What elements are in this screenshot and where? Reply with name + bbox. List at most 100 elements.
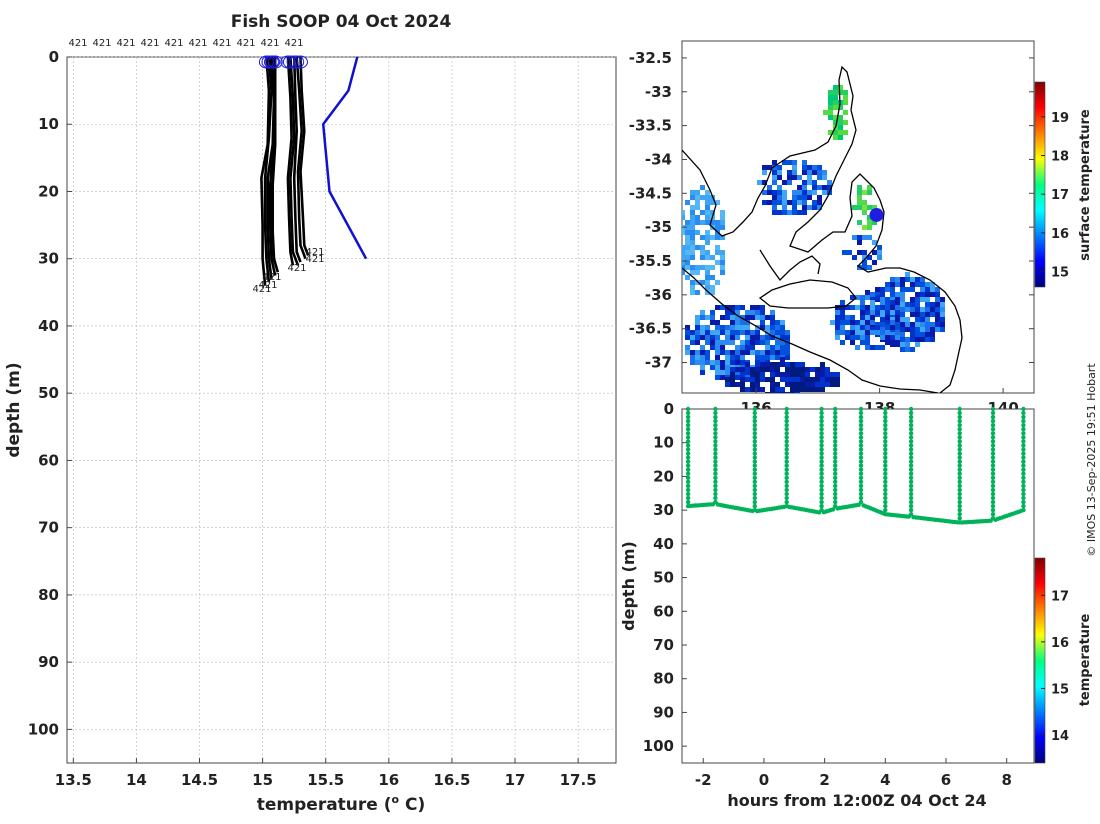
sst-pixel <box>740 320 745 325</box>
cast-point <box>908 459 914 464</box>
sst-pixel <box>867 185 872 190</box>
sst-pixel <box>740 377 745 382</box>
sst-pixel <box>860 330 865 335</box>
sst-pixel <box>705 285 710 290</box>
sst-pixel <box>720 305 725 310</box>
cast-point <box>883 463 888 468</box>
sst-pixel <box>910 332 915 337</box>
cast-point <box>713 439 718 444</box>
sst-pixel <box>895 322 900 327</box>
map-colorbar-ticks: 15 16 17 18 19 <box>1041 111 1069 281</box>
cast-point <box>990 471 996 476</box>
sst-pixel <box>900 277 905 282</box>
sst-pixel <box>755 315 760 320</box>
sst-pixel <box>710 310 715 315</box>
sst-pixel <box>730 377 735 382</box>
sst-pixel <box>915 327 920 332</box>
cast-point <box>858 435 864 440</box>
sst-pixel <box>710 285 715 290</box>
sst-pixel <box>862 210 867 215</box>
sst-pixel <box>802 165 807 170</box>
sst-pixel <box>765 345 770 350</box>
sst-pixel <box>865 295 870 300</box>
sst-pixel <box>780 387 785 392</box>
sst-pixel <box>705 335 710 340</box>
cast-point <box>752 410 757 416</box>
sst-pixel <box>862 190 867 195</box>
cast-point <box>752 503 757 509</box>
sst-pixel <box>815 367 820 372</box>
sst-pixel <box>885 330 890 335</box>
sst-pixel <box>695 340 700 345</box>
sst-pixel <box>935 307 940 312</box>
sst-pixel <box>857 190 862 195</box>
sst-pixel <box>905 317 910 322</box>
cast-point <box>957 443 962 448</box>
sst-pixel <box>805 387 810 392</box>
profile-line <box>271 57 280 273</box>
cast-point <box>713 495 718 501</box>
sst-pixel <box>930 307 935 312</box>
sst-pixel <box>920 317 925 322</box>
sst-pixel <box>690 350 695 355</box>
sst-pixel <box>860 320 865 325</box>
sst-pixel <box>915 332 920 337</box>
sst-pixel <box>740 367 745 372</box>
sst-pixel <box>885 287 890 292</box>
cast-point <box>819 483 824 489</box>
cast-point <box>858 418 864 424</box>
sst-pixel <box>852 255 857 260</box>
sst-pixel <box>905 277 910 282</box>
sst-pixel <box>800 377 805 382</box>
sst-pixel <box>862 205 867 210</box>
sst-pixel <box>915 312 920 317</box>
cast-point <box>990 431 996 436</box>
sst-pixel <box>930 302 935 307</box>
sst-pixel <box>710 235 715 240</box>
sst-pixel <box>843 100 848 105</box>
cast-point <box>819 414 824 420</box>
sst-pixel <box>797 190 802 195</box>
sst-pixel <box>895 282 900 287</box>
sst-pixel <box>760 325 765 330</box>
sst-pixel <box>815 377 820 382</box>
sst-pixel <box>905 337 910 342</box>
sst-pixel <box>885 300 890 305</box>
sst-pixel <box>695 280 700 285</box>
cast-point <box>883 479 888 484</box>
cast-point <box>883 507 888 513</box>
cast-point <box>990 499 996 505</box>
cast-point <box>883 487 888 493</box>
sst-pixel <box>828 90 833 95</box>
sst-pixel <box>720 210 725 215</box>
sst-pixel <box>695 360 700 365</box>
sst-pixel <box>845 315 850 320</box>
sst-pixel <box>750 315 755 320</box>
cast-point <box>908 435 914 440</box>
cast-point <box>784 495 789 501</box>
sst-pixel <box>700 255 705 260</box>
sst-pixel <box>900 317 905 322</box>
sst-pixel <box>865 290 870 295</box>
sst-pixel <box>830 372 835 377</box>
cast-point <box>819 503 824 509</box>
sst-pixel <box>870 310 875 315</box>
sst-pixel <box>725 355 730 360</box>
sst-pixel <box>825 377 830 382</box>
cast-point <box>784 410 789 416</box>
sst-pixel <box>900 327 905 332</box>
timeseries-y-tick-label: 60 <box>653 602 674 620</box>
sst-pixel <box>770 372 775 377</box>
cast-point <box>858 451 864 456</box>
cast-point <box>685 471 691 476</box>
sst-pixel <box>795 367 800 372</box>
sst-pixel <box>705 250 710 255</box>
sst-pixel <box>828 95 833 100</box>
sst-pixel <box>792 205 797 210</box>
sst-pixel <box>730 335 735 340</box>
sst-pixel <box>682 260 685 265</box>
cast-point <box>1021 447 1026 452</box>
cast-point <box>957 491 962 497</box>
sst-pixel <box>847 250 852 255</box>
cast-point <box>883 455 888 460</box>
